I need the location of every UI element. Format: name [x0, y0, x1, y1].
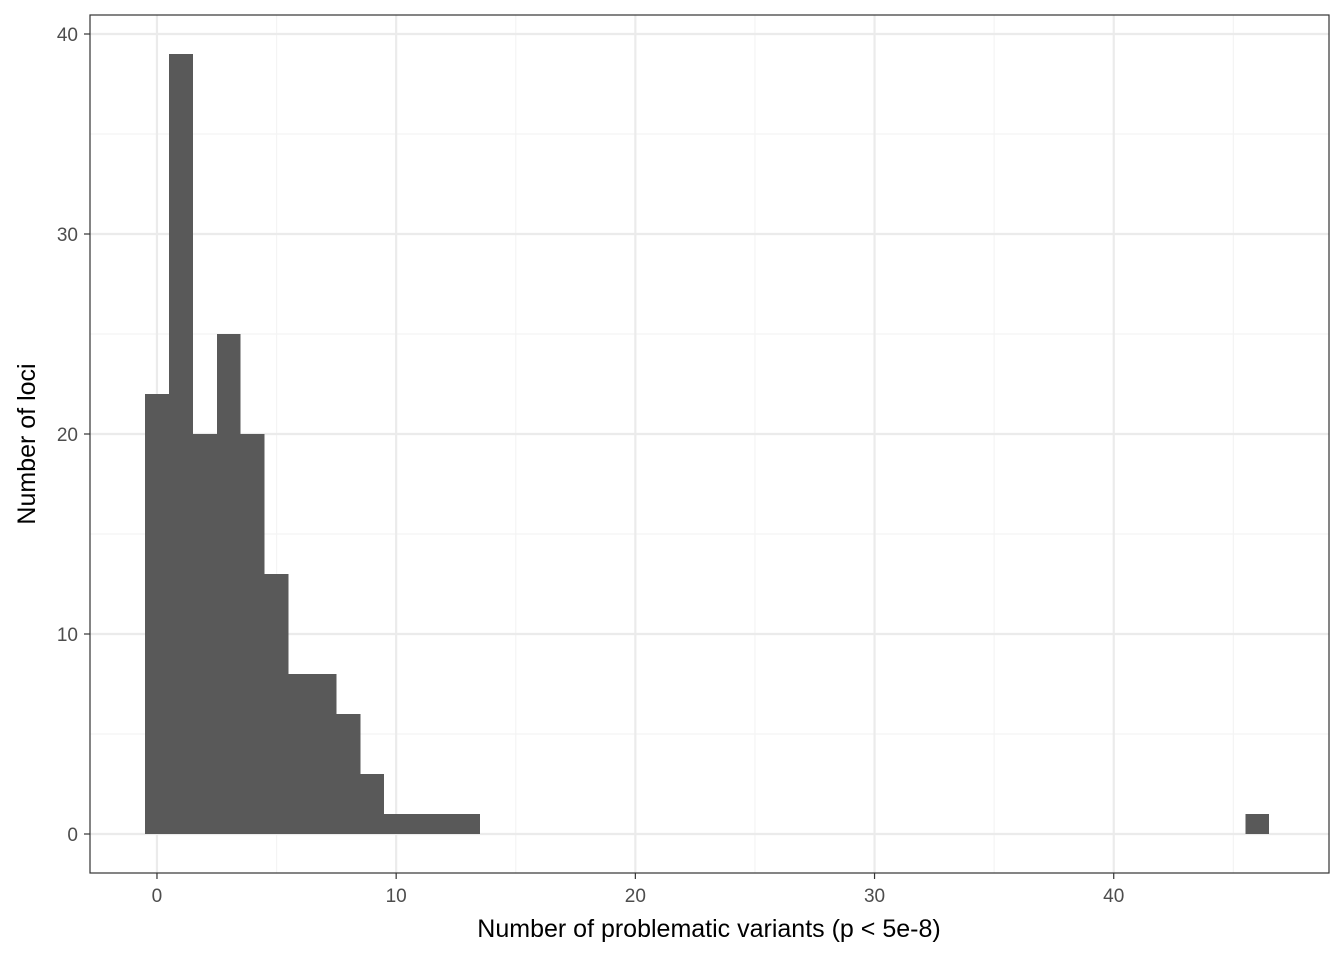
x-axis-title: Number of problematic variants (p < 5e-8… — [477, 915, 940, 943]
histogram-bar — [145, 394, 169, 834]
bars — [145, 54, 1270, 834]
y-tick-label: 0 — [67, 825, 78, 846]
x-tick-label: 10 — [386, 886, 407, 907]
histogram-bar — [432, 814, 456, 834]
y-tick-label: 30 — [57, 225, 78, 246]
x-tick-label: 40 — [1103, 886, 1124, 907]
histogram-bar — [408, 814, 433, 834]
histogram-bar — [455, 814, 480, 834]
y-axis-title: Number of loci — [13, 363, 41, 524]
y-tick-label: 20 — [57, 425, 78, 446]
histogram-bar — [216, 334, 241, 834]
histogram-bar — [168, 54, 193, 834]
histogram-bar — [384, 814, 409, 834]
histogram-bar — [264, 574, 289, 834]
y-tick-label: 10 — [57, 625, 78, 646]
x-tick-label: 20 — [625, 886, 646, 907]
histogram-bar — [288, 674, 313, 834]
y-axis-ticks: 0 10 20 30 40 — [57, 25, 90, 846]
grid-minor — [90, 15, 1329, 873]
histogram-bar — [240, 434, 265, 834]
histogram-bar — [336, 714, 361, 834]
panel-border — [89, 14, 1330, 874]
histogram-bar — [312, 674, 337, 834]
histogram-bar — [1245, 814, 1270, 834]
y-tick-label: 40 — [57, 25, 78, 46]
x-tick-label: 0 — [152, 886, 163, 907]
x-tick-label: 30 — [864, 886, 885, 907]
histogram-bar — [360, 774, 385, 834]
histogram-bar — [192, 434, 217, 834]
x-axis-ticks: 0 10 20 30 40 — [152, 873, 1124, 907]
